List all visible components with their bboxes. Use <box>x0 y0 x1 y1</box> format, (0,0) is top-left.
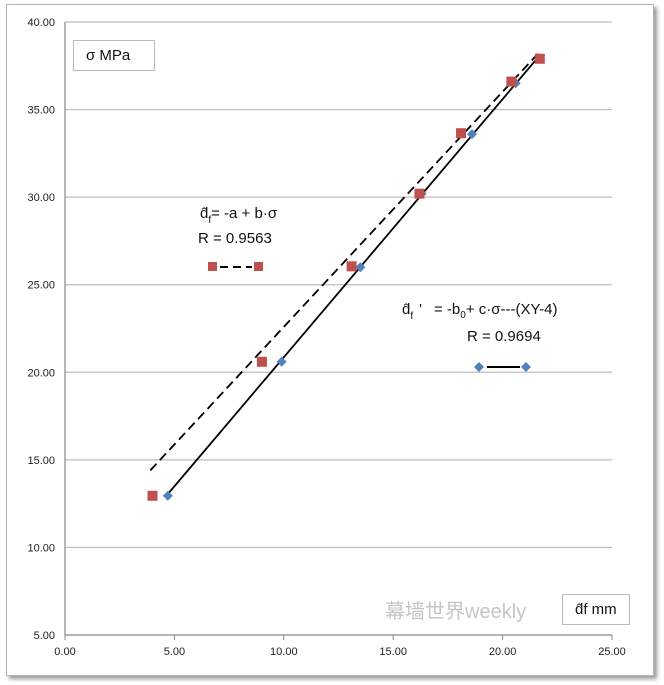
data-point-series1 <box>256 356 267 367</box>
y-axis-title: σ MPa <box>73 40 155 71</box>
data-point-series2 <box>466 129 477 140</box>
data-point-series2 <box>162 490 173 501</box>
data-point-series1 <box>506 76 517 87</box>
y-tick-label: 15.00 <box>27 455 55 467</box>
y-tick-label: 30.00 <box>27 192 55 204</box>
y-tick-label: 10.00 <box>27 542 55 554</box>
data-point-series1 <box>414 188 425 199</box>
y-tick-label: 40.00 <box>27 17 55 29</box>
legend-swatch-series2 <box>474 362 531 372</box>
x-tick-label: 0.00 <box>54 646 75 658</box>
chart-frame <box>6 4 654 676</box>
data-point-series2 <box>355 262 366 273</box>
x-axis-title: d̂f mm <box>562 594 630 625</box>
data-point-series1 <box>147 490 158 501</box>
data-point-series1 <box>534 53 545 64</box>
y-tick-label: 20.00 <box>27 367 55 379</box>
data-point-series1 <box>346 261 357 272</box>
legend-r1: R = 0.9563 <box>198 230 272 247</box>
x-tick-label: 25.00 <box>598 646 626 658</box>
x-tick-label: 15.00 <box>379 646 407 658</box>
x-tick-label: 20.00 <box>489 646 517 658</box>
legend-swatch-series1 <box>208 262 263 271</box>
y-tick-label: 5.00 <box>34 630 55 642</box>
y-tick-label: 35.00 <box>27 105 55 117</box>
data-point-series2 <box>276 356 287 367</box>
legend-eq1: d̂f= -a + b·σ <box>200 205 278 226</box>
fit-line-series1 <box>149 51 541 471</box>
x-tick-label: 5.00 <box>164 646 185 658</box>
x-tick-label: 10.00 <box>270 646 298 658</box>
fit-line-series2 <box>164 54 541 498</box>
legend-eq2: d̂f ' = -b0+ c·σ---(XY-4) <box>402 301 557 322</box>
legend-r2: R = 0.9694 <box>467 328 541 345</box>
data-point-series1 <box>456 128 467 139</box>
watermark: 幕墙世界weekly <box>385 601 527 623</box>
y-tick-label: 25.00 <box>27 280 55 292</box>
